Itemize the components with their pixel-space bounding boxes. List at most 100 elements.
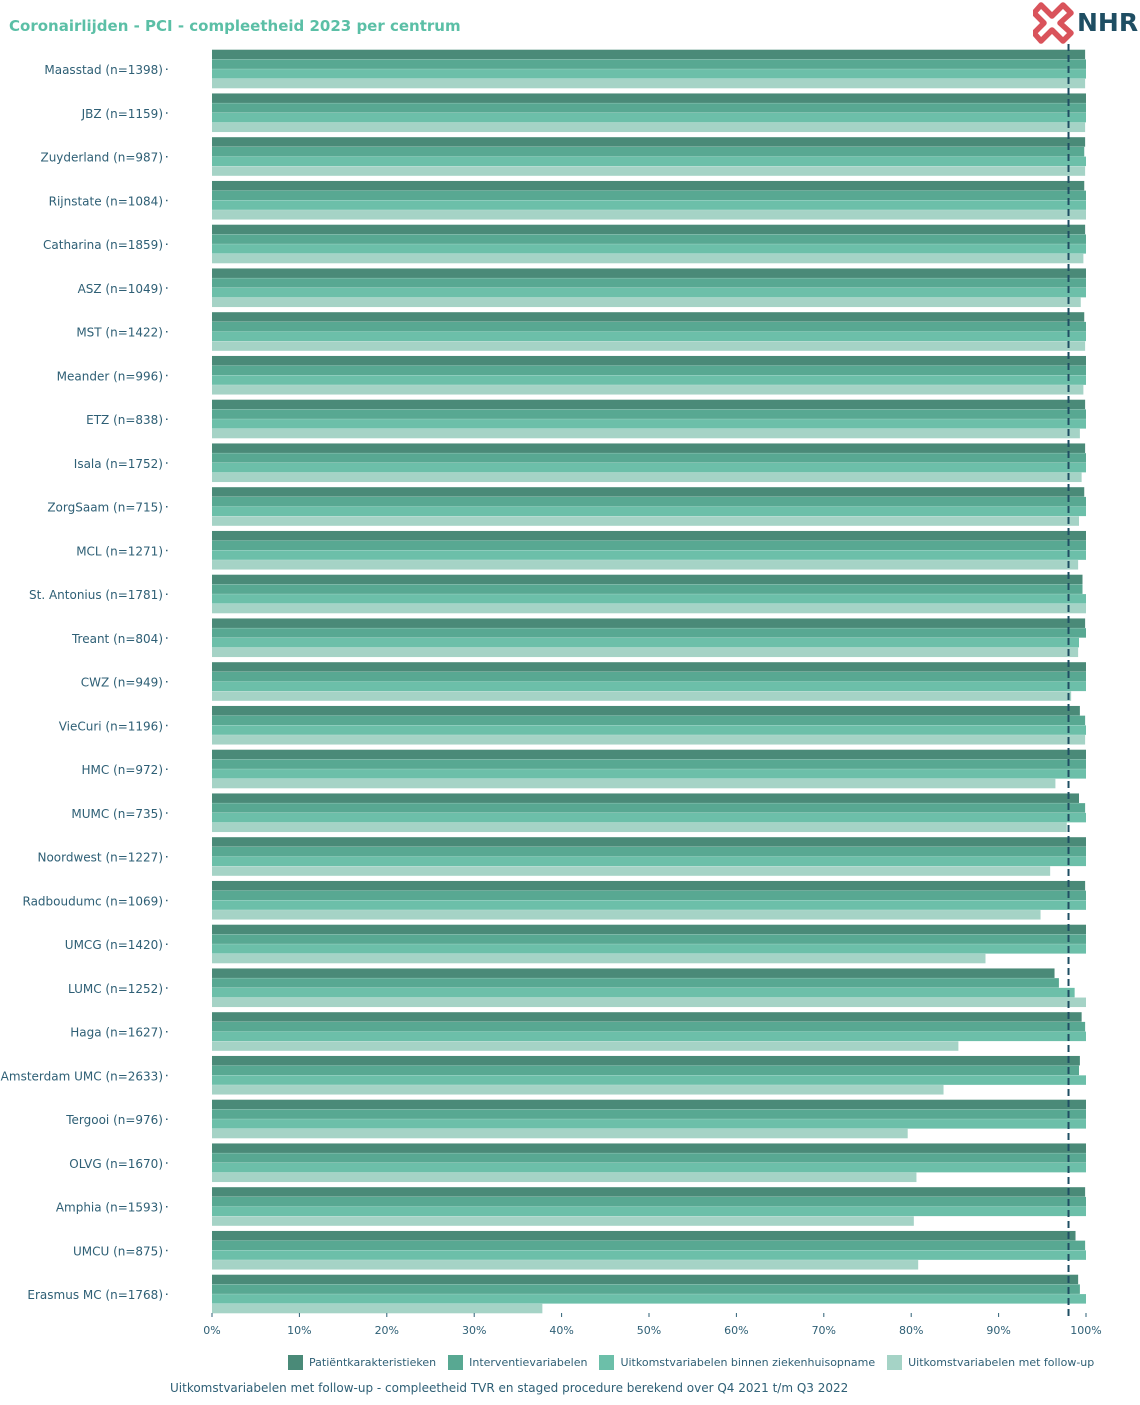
bar xyxy=(212,297,1081,308)
x-tick-label: 70% xyxy=(812,1324,836,1337)
bar xyxy=(212,1012,1082,1022)
bar xyxy=(212,355,1086,366)
bar xyxy=(212,856,1086,867)
bar xyxy=(212,822,1067,833)
bar xyxy=(212,1284,1080,1294)
category-label: Amphia (n=1593) xyxy=(56,1201,163,1215)
bar xyxy=(212,122,1086,133)
x-tick-label: 90% xyxy=(986,1324,1010,1337)
bar xyxy=(212,312,1085,322)
bar xyxy=(212,1109,1086,1119)
category-label: St. Antonius (n=1781) xyxy=(29,588,163,602)
bar xyxy=(212,375,1086,385)
bar xyxy=(212,224,1086,235)
category-labels: Maasstad (n=1398) JBZ (n=1159) Zuyderland … xyxy=(1,63,168,1302)
category-label: OLVG (n=1670) xyxy=(69,1157,163,1171)
legend-label: Interventievariabelen xyxy=(469,1355,588,1369)
category-label: CWZ (n=949) xyxy=(81,676,163,690)
bar xyxy=(212,778,1056,789)
chart-caption: Uitkomstvariabelen met follow-up - compl… xyxy=(170,1381,849,1395)
bar xyxy=(212,793,1080,803)
bar xyxy=(212,180,1085,191)
bars xyxy=(212,49,1086,1314)
bar xyxy=(212,1196,1086,1207)
bar xyxy=(212,574,1083,585)
bar xyxy=(212,103,1086,113)
category-label: ASZ (n=1049) xyxy=(78,282,163,296)
bar xyxy=(212,837,1086,847)
bar xyxy=(212,628,1086,638)
bar xyxy=(212,146,1085,157)
bar xyxy=(212,409,1086,419)
legend-swatch xyxy=(887,1354,903,1370)
bar xyxy=(212,1041,959,1051)
x-tick-label: 80% xyxy=(899,1324,923,1337)
bar xyxy=(212,910,1041,920)
bar xyxy=(212,953,986,964)
category-label: Radboudumc (n=1069) xyxy=(23,894,164,908)
bar xyxy=(212,1172,917,1183)
bar xyxy=(212,1162,1086,1173)
bar xyxy=(212,769,1086,779)
bar xyxy=(212,725,1086,735)
bar xyxy=(212,880,1086,891)
category-tick xyxy=(166,1206,168,1208)
bar xyxy=(212,705,1080,716)
x-tick-label: 30% xyxy=(462,1324,486,1337)
bar xyxy=(212,1216,914,1226)
bar xyxy=(212,385,1084,395)
category-label: ETZ (n=838) xyxy=(86,413,163,427)
bar-chart: Maasstad (n=1398) JBZ (n=1159) Zuyderland … xyxy=(1,44,1102,1337)
category-tick xyxy=(166,1074,168,1077)
bar xyxy=(212,594,1086,604)
category-label: UMCU (n=875) xyxy=(73,1244,163,1258)
bar xyxy=(212,662,1086,672)
x-tick-label: 40% xyxy=(549,1324,573,1337)
category-tick xyxy=(166,1293,168,1295)
bar xyxy=(212,846,1086,857)
category-tick xyxy=(166,812,168,814)
chart-title: Coronairlijden - PCI - compleetheid 2023… xyxy=(9,17,461,35)
bar xyxy=(212,1021,1086,1032)
bar xyxy=(212,341,1086,351)
bar xyxy=(212,331,1086,342)
category-tick xyxy=(166,199,168,202)
legend-label: Uitkomstvariabelen binnen ziekenhuisopna… xyxy=(620,1355,876,1369)
category-label: MUMC (n=735) xyxy=(71,807,163,821)
bar xyxy=(212,637,1080,648)
x-axis: 0% 10% 20% 30% 40% 50% 60% 70% 80% 90% 100% xyxy=(203,1313,1102,1337)
bar xyxy=(212,428,1080,439)
legend-item: Interventievariabelen xyxy=(448,1354,588,1370)
category-tick xyxy=(166,287,168,289)
bar xyxy=(212,584,1083,594)
bar xyxy=(212,735,1086,745)
legend-label: Uitkomstvariabelen met follow-up xyxy=(908,1355,1095,1369)
bar xyxy=(212,69,1086,79)
category-label: Tergooi (n=976) xyxy=(65,1113,163,1127)
category-tick xyxy=(166,1249,168,1252)
bar xyxy=(212,866,1051,876)
nhr-cross-icon xyxy=(1033,2,1074,44)
bar xyxy=(212,472,1082,483)
category-tick xyxy=(166,593,168,595)
bar xyxy=(212,234,1086,244)
bar xyxy=(212,900,1086,910)
bar xyxy=(212,287,1086,298)
category-tick xyxy=(166,243,168,245)
category-label: Maasstad (n=1398) xyxy=(44,63,163,77)
bar xyxy=(212,812,1086,823)
bar xyxy=(212,540,1086,551)
bar xyxy=(212,419,1086,429)
bar xyxy=(212,321,1086,332)
bar xyxy=(212,1240,1086,1251)
category-label: HMC (n=972) xyxy=(82,763,164,777)
bar xyxy=(212,1206,1086,1217)
category-tick xyxy=(166,856,168,858)
category-label: VieCuri (n=1196) xyxy=(59,719,163,733)
bar xyxy=(212,1274,1079,1285)
category-tick xyxy=(166,462,168,464)
bar xyxy=(212,1143,1086,1153)
bar xyxy=(212,681,1086,692)
bar xyxy=(212,190,1086,201)
category-tick xyxy=(166,987,168,989)
